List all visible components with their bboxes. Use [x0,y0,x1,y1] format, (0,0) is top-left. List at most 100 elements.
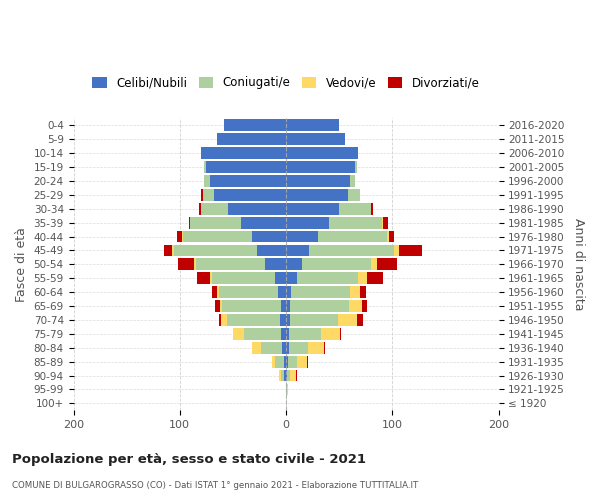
Bar [289,328,321,340]
Bar [361,286,366,298]
Bar [288,356,296,368]
Bar [286,370,287,382]
Bar [387,230,389,242]
Bar [281,328,286,340]
Bar [190,216,241,228]
Bar [339,203,371,214]
Bar [175,244,257,256]
Bar [252,230,286,242]
Bar [371,258,377,270]
Bar [286,356,288,368]
Bar [281,300,286,312]
Bar [318,230,387,242]
Bar [308,342,325,353]
Bar [367,272,383,284]
Text: Popolazione per età, sesso e stato civile - 2021: Popolazione per età, sesso e stato civil… [12,452,366,466]
Bar [172,244,175,256]
Bar [178,258,194,270]
Bar [310,244,394,256]
Bar [197,272,209,284]
Bar [284,370,286,382]
Bar [357,314,362,326]
Bar [286,258,302,270]
Bar [164,244,172,256]
Bar [286,189,347,200]
Bar [347,189,361,200]
Y-axis label: Anni di nascita: Anni di nascita [572,218,585,310]
Legend: Celibi/Nubili, Coniugati/e, Vedovi/e, Divorziati/e: Celibi/Nubili, Coniugati/e, Vedovi/e, Di… [88,72,484,94]
Bar [199,203,201,214]
Bar [217,286,219,298]
Bar [284,356,286,368]
Bar [321,328,340,340]
Bar [233,328,244,340]
Bar [220,300,222,312]
Bar [275,272,286,284]
Bar [196,258,265,270]
Bar [260,342,282,353]
Bar [286,272,296,284]
Bar [290,314,338,326]
Bar [338,314,357,326]
Bar [286,314,290,326]
Bar [302,258,371,270]
Bar [204,175,209,187]
Bar [265,258,286,270]
Bar [221,314,227,326]
Bar [214,189,286,200]
Bar [183,230,252,242]
Bar [287,384,288,396]
Bar [286,384,287,396]
Bar [383,216,388,228]
Bar [209,272,212,284]
Bar [286,286,292,298]
Bar [209,175,286,187]
Bar [282,342,286,353]
Bar [275,356,284,368]
Bar [382,216,383,228]
Bar [280,314,286,326]
Bar [296,356,307,368]
Bar [329,216,382,228]
Bar [398,244,422,256]
Bar [286,134,344,145]
Bar [219,314,221,326]
Bar [201,203,227,214]
Bar [222,300,281,312]
Bar [281,370,284,382]
Bar [212,272,275,284]
Bar [286,244,310,256]
Bar [371,203,373,214]
Bar [244,328,281,340]
Bar [201,189,203,200]
Bar [286,216,329,228]
Bar [206,161,286,173]
Text: COMUNE DI BULGAROGRASSO (CO) - Dati ISTAT 1° gennaio 2021 - Elaborazione TUTTITA: COMUNE DI BULGAROGRASSO (CO) - Dati ISTA… [12,480,418,490]
Bar [290,370,296,382]
Bar [292,286,350,298]
Bar [377,258,397,270]
Bar [176,230,182,242]
Bar [257,244,286,256]
Bar [286,203,339,214]
Y-axis label: Fasce di età: Fasce di età [15,227,28,302]
Bar [350,175,355,187]
Bar [394,244,398,256]
Bar [362,300,367,312]
Bar [296,272,358,284]
Bar [286,175,350,187]
Bar [286,120,339,132]
Bar [227,203,286,214]
Bar [215,300,220,312]
Bar [349,300,362,312]
Bar [286,300,290,312]
Text: Femmine: Femmine [0,499,1,500]
Bar [350,286,361,298]
Bar [182,230,183,242]
Bar [340,328,341,340]
Bar [286,147,358,159]
Bar [286,342,289,353]
Bar [227,314,280,326]
Bar [290,300,349,312]
Bar [286,328,289,340]
